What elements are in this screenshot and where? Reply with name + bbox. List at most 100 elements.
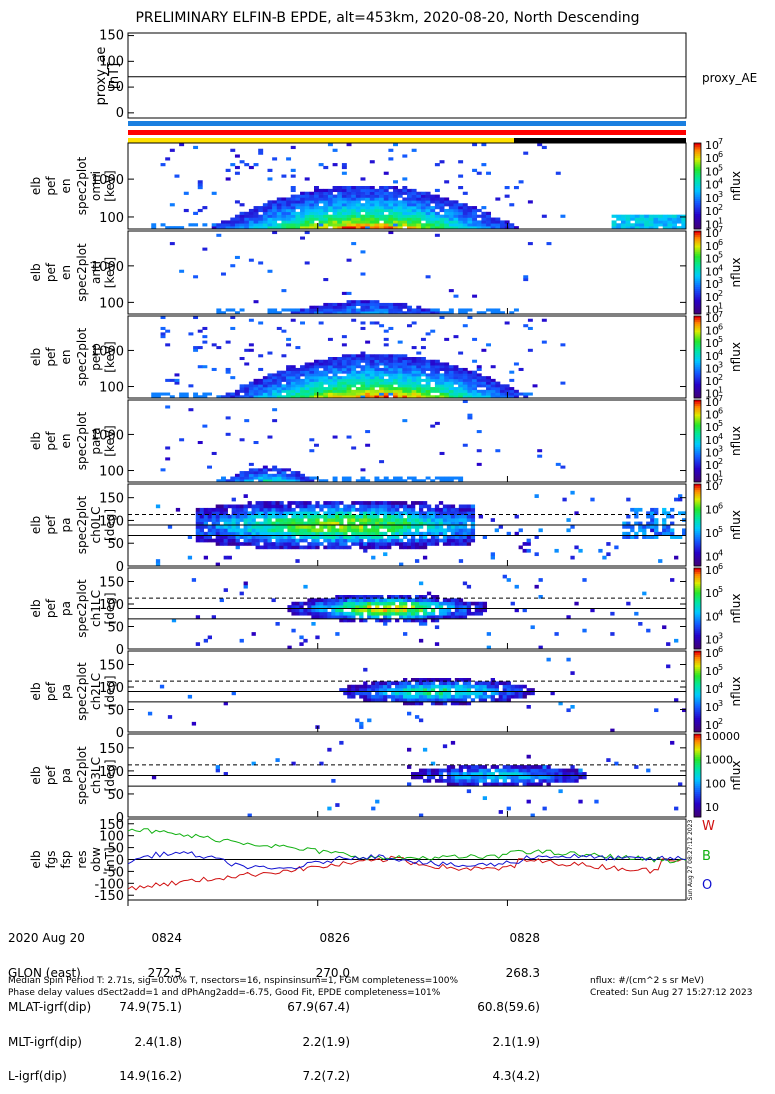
heatmap-cell bbox=[267, 511, 272, 516]
heatmap-cell bbox=[611, 220, 617, 224]
heatmap-cell bbox=[225, 392, 231, 396]
heatmap-cell bbox=[290, 311, 296, 315]
heatmap-cell bbox=[639, 217, 645, 221]
heatmap-cell bbox=[395, 698, 400, 702]
heatmap-cell bbox=[407, 362, 412, 366]
heatmap-cell bbox=[355, 605, 360, 609]
heatmap-cell bbox=[193, 348, 199, 352]
heatmap-cell bbox=[630, 528, 635, 533]
heatmap-cell bbox=[430, 329, 436, 333]
heatmap-cell bbox=[374, 220, 380, 224]
heatmap-cell bbox=[416, 357, 422, 361]
heatmap-cell bbox=[276, 217, 282, 221]
heatmap-cell bbox=[611, 214, 617, 218]
heatmap-cell bbox=[234, 171, 240, 175]
heatmap-cell bbox=[450, 698, 456, 702]
heatmap-cell bbox=[223, 772, 228, 776]
heatmap-cell bbox=[467, 217, 473, 221]
heatmap-cell bbox=[453, 395, 459, 399]
heatmap-cell bbox=[644, 220, 650, 224]
heatmap-cell bbox=[422, 605, 428, 609]
colorbar-tick-exponent: 7 bbox=[718, 310, 723, 319]
colorbar-swatch bbox=[694, 381, 701, 385]
heatmap-cell bbox=[472, 384, 478, 388]
colorbar-swatch bbox=[694, 790, 701, 793]
heatmap-cell bbox=[369, 223, 375, 227]
colorbar-frame bbox=[693, 399, 702, 483]
heatmap-cell bbox=[403, 507, 408, 512]
heatmap-cell bbox=[395, 618, 400, 623]
heatmap-cell bbox=[337, 389, 343, 393]
heatmap-cell bbox=[267, 168, 273, 172]
heatmap-cell bbox=[403, 605, 408, 609]
heatmap-cell bbox=[363, 681, 368, 686]
heatmap-cell bbox=[383, 302, 389, 306]
y-axis-label: elb bbox=[29, 682, 43, 700]
heatmap-cell bbox=[490, 691, 495, 696]
proxy-ae-label: proxy_AE bbox=[702, 71, 757, 85]
spectrogram-elb_pef_pa_spec2plot_ch2LC bbox=[147, 657, 687, 733]
heatmap-cell bbox=[434, 200, 440, 204]
heatmap-cell bbox=[359, 511, 364, 516]
heatmap-cell bbox=[446, 605, 452, 609]
heatmap-cell bbox=[450, 601, 456, 606]
heatmap-cell bbox=[332, 373, 338, 377]
heatmap-cell bbox=[267, 376, 273, 380]
heatmap-cell bbox=[295, 471, 301, 475]
heatmap-cell bbox=[434, 476, 440, 480]
heatmap-cell bbox=[281, 203, 287, 207]
heatmap-cell bbox=[374, 373, 380, 377]
heatmap-cell bbox=[314, 211, 319, 215]
heatmap-cell bbox=[304, 365, 310, 369]
heatmap-cell bbox=[430, 378, 436, 382]
heatmap-cell bbox=[454, 514, 460, 519]
heatmap-cell bbox=[375, 691, 380, 696]
colorbar-swatch bbox=[694, 769, 701, 772]
y-axis-label: pef bbox=[44, 176, 58, 196]
heatmap-cell bbox=[393, 365, 398, 369]
heatmap-cell bbox=[388, 378, 394, 382]
heatmap-cell bbox=[287, 545, 292, 550]
heatmap-cell bbox=[570, 765, 575, 769]
heatmap-cell bbox=[304, 261, 310, 265]
panel-frame bbox=[127, 399, 687, 483]
heatmap-cell bbox=[474, 694, 480, 699]
heatmap-cell bbox=[418, 535, 424, 539]
heatmap-cell bbox=[331, 598, 336, 603]
colorbar-label: nflux bbox=[729, 171, 743, 201]
heatmap-cell bbox=[351, 203, 357, 207]
heatmap-cell bbox=[391, 528, 396, 533]
heatmap-cell bbox=[286, 381, 292, 385]
heatmap-cell bbox=[402, 220, 408, 224]
heatmap-cell bbox=[614, 761, 619, 766]
heatmap-cell bbox=[472, 381, 478, 385]
heatmap-cell bbox=[383, 618, 388, 623]
heatmap-cell bbox=[347, 545, 352, 550]
heatmap-cell bbox=[434, 507, 440, 512]
page-title: PRELIMINARY ELFIN-B EPDE, alt=453km, 202… bbox=[135, 10, 640, 26]
colorbar-swatch bbox=[694, 307, 701, 311]
heatmap-cell bbox=[337, 387, 343, 391]
heatmap-cell bbox=[327, 370, 333, 374]
heatmap-cell bbox=[430, 197, 436, 201]
heatmap-cell bbox=[534, 768, 539, 773]
heatmap-cell bbox=[514, 584, 519, 589]
heatmap-cell bbox=[337, 217, 343, 221]
y-axis-label: [deg] bbox=[103, 593, 117, 625]
heatmap-cell bbox=[490, 378, 496, 382]
heatmap-cell bbox=[371, 694, 376, 699]
heatmap-cell bbox=[359, 605, 364, 609]
heatmap-cell bbox=[462, 531, 468, 536]
heatmap-cell bbox=[430, 618, 436, 623]
heatmap-cell bbox=[347, 528, 352, 533]
heatmap-cell bbox=[309, 203, 315, 207]
heatmap-cell bbox=[276, 214, 282, 218]
heatmap-cell bbox=[506, 806, 511, 811]
heatmap-cell bbox=[244, 392, 250, 396]
heatmap-cell bbox=[375, 605, 380, 609]
heatmap-cell bbox=[369, 376, 375, 380]
heatmap-cell bbox=[395, 688, 400, 692]
heatmap-cell bbox=[279, 507, 284, 512]
heatmap-cell bbox=[418, 768, 424, 773]
heatmap-cell bbox=[303, 507, 308, 512]
